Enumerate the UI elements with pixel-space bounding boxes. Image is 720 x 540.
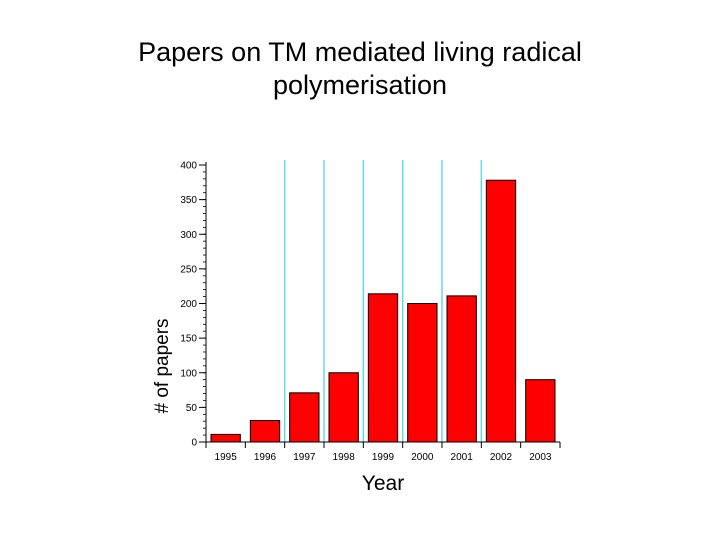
x-tick-label: 1997: [293, 452, 316, 463]
axis-labels: 0 50 100 150 200 250 300 350 400 1995 1996 1997 1998…: [152, 161, 552, 496]
x-tick-label: 2003: [529, 452, 552, 463]
x-axis-title: Year: [362, 472, 404, 495]
x-tick-label: 1998: [333, 452, 356, 463]
bar: [328, 372, 359, 443]
bar: [446, 295, 477, 443]
bars: [210, 179, 556, 443]
x-tick-label: 1999: [372, 452, 395, 463]
bar: [485, 179, 517, 443]
y-tick-label: 350: [180, 195, 197, 206]
bar: [289, 392, 320, 443]
x-tick-label: 2002: [490, 452, 513, 463]
bar: [407, 303, 438, 443]
axes: [199, 162, 561, 448]
x-tick-label: 2000: [411, 452, 434, 463]
y-tick-label: 150: [180, 334, 197, 345]
x-tick-label: 2001: [451, 452, 474, 463]
y-tick-label: 200: [180, 299, 197, 310]
y-tick-label: 300: [180, 230, 197, 241]
x-tick-label: 1995: [215, 452, 238, 463]
bar: [367, 293, 399, 443]
bar: [249, 420, 281, 443]
title-line-2: polymerisation: [272, 70, 448, 100]
y-tick-label: 250: [180, 264, 197, 275]
slide-title: Papers on TM mediated living radical pol…: [60, 36, 660, 102]
x-tick-label: 1996: [254, 452, 277, 463]
y-tick-label: 100: [180, 368, 197, 379]
title-line-1: Papers on TM mediated living radical: [138, 37, 582, 67]
y-tick-label: 0: [191, 438, 197, 449]
bar: [525, 379, 556, 443]
y-tick-label: 50: [186, 403, 198, 414]
y-tick-label: 400: [180, 161, 197, 172]
y-axis-title: # of papers: [152, 318, 173, 413]
bar: [210, 433, 241, 443]
gridlines: [283, 160, 483, 442]
